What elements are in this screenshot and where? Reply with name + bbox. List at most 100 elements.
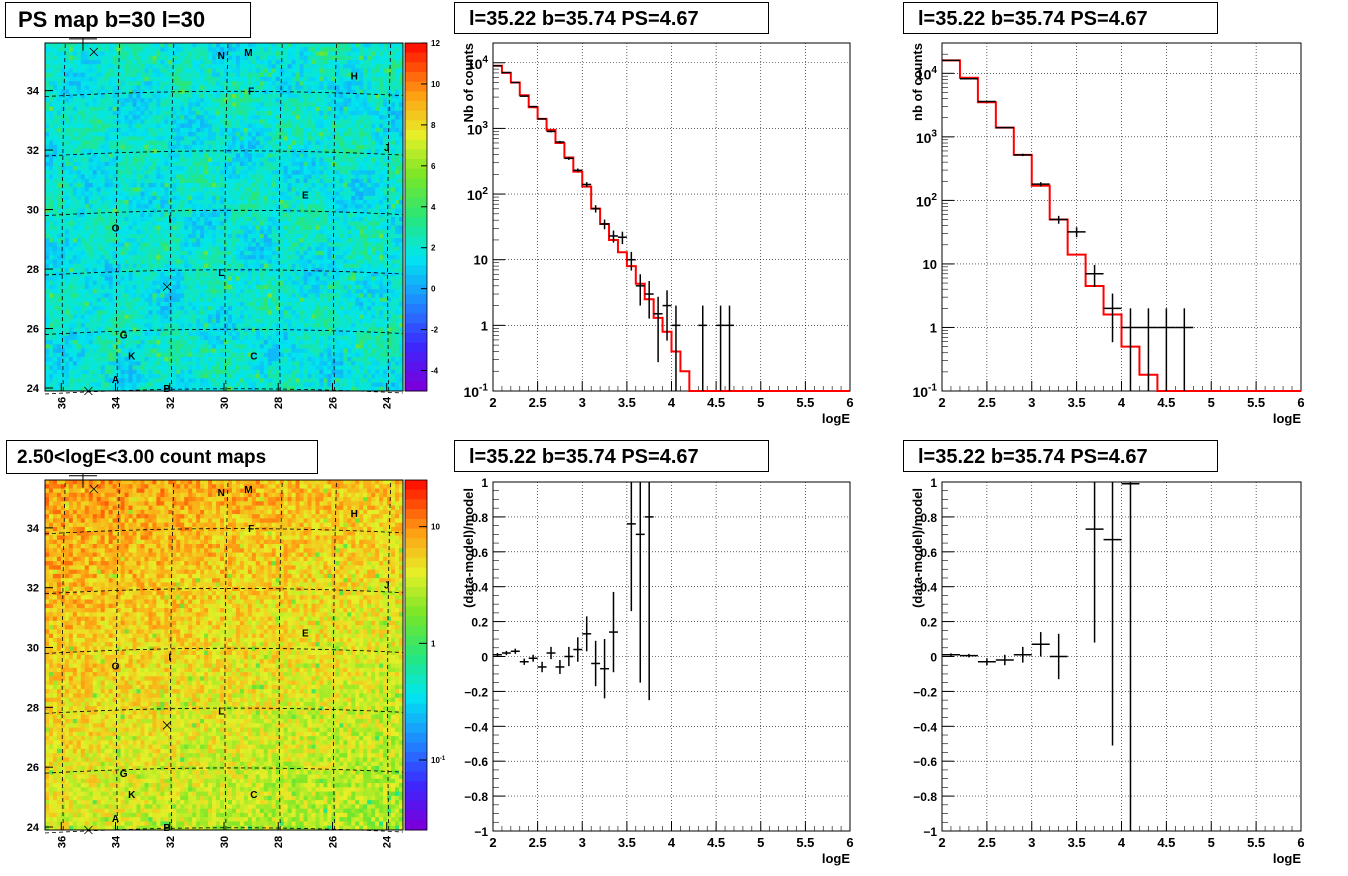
y-axis-label: (data-model)/model [910, 488, 925, 608]
y-tick-label: 10-1 [463, 383, 488, 400]
colorbar-swatch [405, 723, 427, 734]
colorbar-swatch [405, 130, 427, 141]
source-label: G [120, 330, 128, 341]
source-label: I [168, 214, 171, 225]
map-x-tick-label: 26 [327, 836, 339, 848]
plot-frame [492, 42, 851, 392]
graticule-lat [44, 328, 404, 335]
map-y-tick-label: 34 [27, 86, 40, 98]
colorbar-swatch [405, 703, 427, 714]
x-axis-label: logE [822, 851, 850, 866]
y-tick-label: 103 [467, 120, 489, 137]
colorbar-swatch [405, 480, 427, 491]
colorbar-swatch [405, 800, 427, 812]
colorbar-swatch [405, 548, 427, 559]
y-tick-label: 10 [474, 253, 488, 268]
graticule-lat [44, 90, 404, 97]
colorbar-swatch [405, 294, 427, 305]
x-tick-label: 6 [846, 395, 853, 410]
x-tick-label: 3.5 [618, 395, 636, 410]
colorbar-swatch [405, 732, 427, 743]
source-cross-marker [89, 47, 99, 57]
graticule-lat [44, 647, 404, 654]
colorbar-tick-label: 10-1 [431, 756, 446, 765]
x-tick-label: 5 [757, 395, 764, 410]
colorbar-swatch [405, 713, 427, 724]
colorbar-swatch [405, 110, 427, 121]
y-tick-label: 102 [916, 192, 938, 209]
colorbar-swatch [405, 362, 427, 373]
colorbar-swatch [405, 304, 427, 315]
colorbar-swatch [405, 577, 427, 588]
colorbar-frame [404, 42, 428, 392]
colorbar-swatch [405, 606, 427, 617]
source-label: E [302, 629, 309, 640]
x-tick-label: 5.5 [796, 395, 814, 410]
source-label: H [351, 72, 358, 83]
source-label: J [384, 143, 390, 154]
x-tick-label: 5 [757, 835, 764, 850]
colorbar-swatch [405, 586, 427, 598]
colorbar-swatch [405, 149, 427, 160]
colorbar-swatch [405, 538, 427, 549]
x-tick-label: 6 [1297, 835, 1304, 850]
map-y-tick-label: 26 [27, 324, 39, 336]
colorbar-swatch [405, 226, 427, 237]
plot-frame [941, 481, 1302, 832]
x-tick-label: 4.5 [707, 395, 725, 410]
x-tick-label: 3 [1028, 395, 1035, 410]
y-tick-label: 0 [930, 651, 937, 665]
source-label: L [218, 268, 224, 279]
title-ps-map: PS map b=30 l=30 [5, 2, 251, 38]
y-tick-label: 10-1 [912, 383, 937, 400]
y-axis-label: Nb of counts [461, 43, 476, 122]
title-spectrum-mid: l=35.22 b=35.74 PS=4.67 [454, 2, 769, 34]
graticule-lon [61, 479, 66, 831]
y-tick-label: −0.2 [464, 685, 488, 699]
graticule-lon [278, 42, 283, 392]
source-label: C [250, 351, 257, 362]
source-label: O [112, 661, 120, 672]
y-tick-label: −1 [923, 825, 937, 839]
colorbar-swatch [405, 120, 427, 131]
colorbar-swatch [405, 781, 427, 792]
colorbar-swatch [405, 323, 427, 334]
colorbar-swatch [405, 616, 427, 627]
colorbar-swatch [405, 139, 427, 150]
x-tick-label: 4.5 [707, 835, 725, 850]
source-label: A [112, 375, 119, 386]
map-x-tick-label: 24 [382, 835, 394, 848]
x-tick-label: 6 [1297, 395, 1304, 410]
map-x-tick-label: 32 [165, 836, 177, 848]
y-tick-label: 0.4 [920, 581, 937, 595]
colorbar-swatch [405, 43, 427, 54]
colorbar-tick-label: 2 [431, 244, 436, 253]
x-tick-label: 2.5 [529, 835, 547, 850]
colorbar-swatch [405, 820, 427, 831]
graticule-lat [44, 269, 404, 276]
x-tick-label: 3.5 [1068, 395, 1086, 410]
y-tick-label: 0.8 [471, 511, 488, 525]
colorbar-swatch [405, 664, 427, 675]
colorbar-frame [404, 479, 428, 831]
colorbar-swatch [405, 371, 427, 382]
x-tick-label: 3 [1028, 835, 1035, 850]
x-tick-label: 4 [1118, 395, 1126, 410]
graticule-lon [224, 42, 229, 392]
colorbar-tick-label: 4 [431, 203, 436, 212]
colorbar-swatch [405, 557, 427, 568]
x-tick-label: 4 [1118, 835, 1126, 850]
map-x-tick-label: 28 [273, 397, 285, 409]
source-label: L [218, 706, 224, 717]
map-y-tick-label: 28 [27, 264, 39, 276]
y-tick-label: 103 [916, 129, 938, 146]
colorbar-swatch [405, 635, 427, 646]
y-axis-label: (data-model)/model [461, 488, 476, 608]
graticule-lat [44, 767, 404, 774]
source-label: G [120, 769, 128, 780]
y-axis-label: nb of counts [910, 43, 925, 121]
x-axis-label: logE [1273, 411, 1301, 426]
x-tick-label: 2 [938, 395, 945, 410]
colorbar-swatch [405, 52, 427, 63]
